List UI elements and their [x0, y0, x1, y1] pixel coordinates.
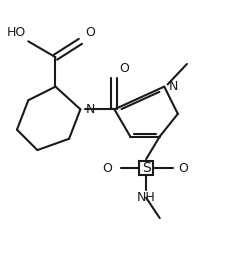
Text: O: O: [102, 162, 112, 175]
Text: S: S: [142, 161, 150, 175]
Text: O: O: [178, 162, 188, 175]
Text: N: N: [169, 80, 178, 93]
Text: O: O: [85, 26, 95, 39]
Bar: [139, 161, 153, 176]
Text: NH: NH: [137, 191, 156, 204]
Text: HO: HO: [7, 26, 26, 39]
Text: N: N: [86, 103, 95, 116]
Text: O: O: [119, 62, 129, 75]
